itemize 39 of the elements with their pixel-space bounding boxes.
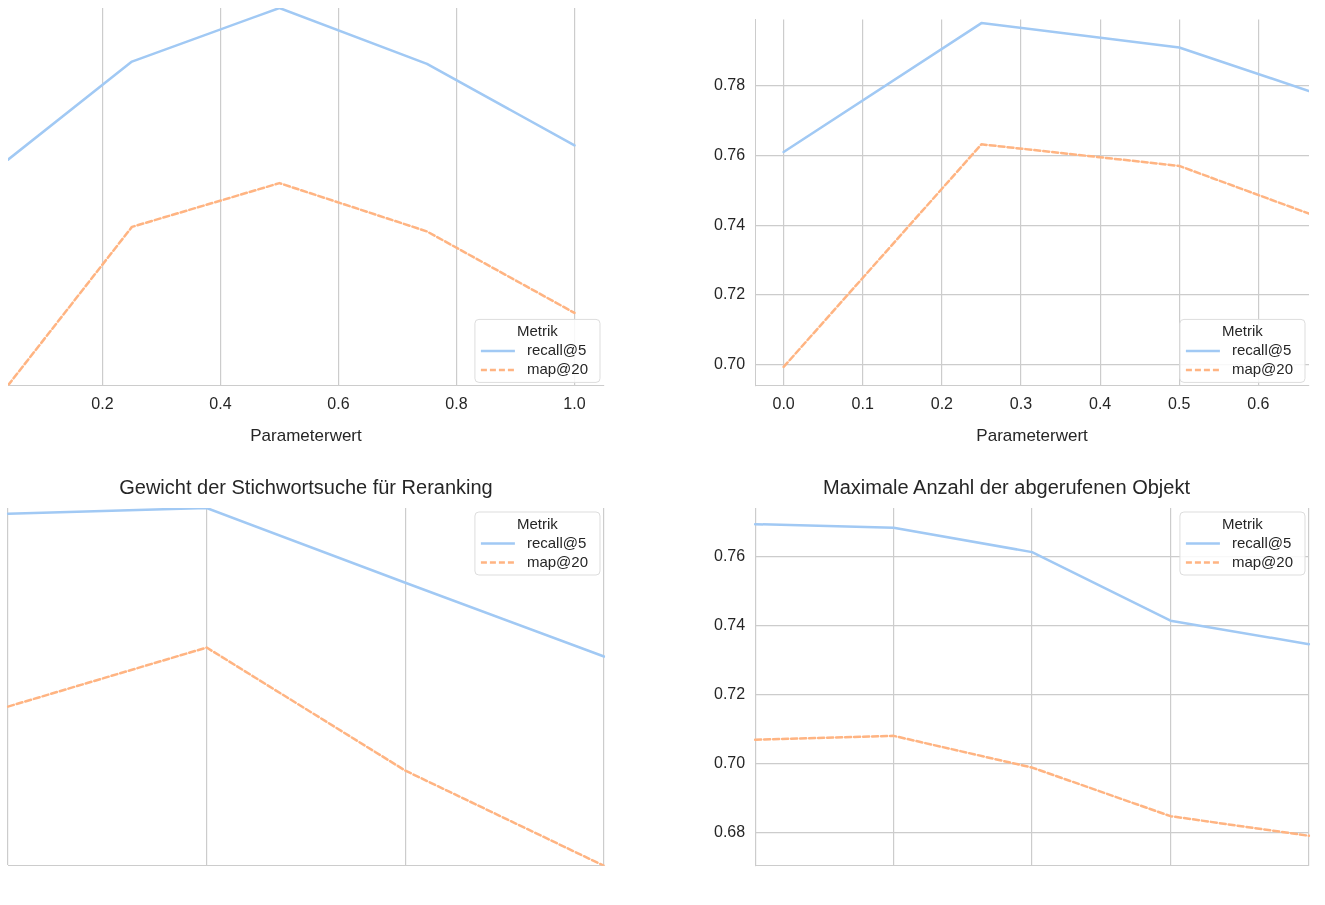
y-tick-label: 0.78	[714, 76, 746, 94]
x-tick-label: 0.0	[772, 395, 795, 413]
y-tick-label: 0.70	[714, 354, 746, 372]
legend-label: map@20	[1231, 552, 1293, 570]
y-tick-label: 0.68	[714, 822, 746, 840]
x-tick-label: 0.5	[1168, 395, 1191, 413]
legend-label: map@20	[526, 552, 588, 570]
x-tick-label: 0.4	[209, 395, 232, 413]
x-tick-label: 0.6	[327, 395, 350, 413]
legend-label: map@20	[526, 360, 588, 378]
legend-title: Metrik	[517, 322, 559, 340]
legend-title: Metrik	[1222, 514, 1264, 532]
x-tick-label: 0.2	[91, 395, 114, 413]
x-tick-label: 0.4	[1088, 395, 1112, 413]
x-axis-title: Parameterwert	[976, 426, 1089, 446]
y-tick-label: 0.74	[714, 215, 746, 233]
x-tick-label: 0.3	[1009, 395, 1033, 413]
x-axis-title: Parameterwert	[250, 426, 363, 446]
legend-label: recall@5	[1231, 533, 1292, 551]
y-tick-label: 0.76	[714, 547, 746, 565]
legend-title: Metrik	[1222, 322, 1264, 340]
line-series	[753, 734, 1311, 838]
x-tick-label: 1.0	[563, 395, 586, 413]
x-tick-label: 0.1	[851, 395, 874, 413]
x-tick-label: 0.2	[930, 395, 954, 413]
y-tick-label: 0.70	[714, 753, 746, 771]
chart-title: Gewicht der Stichwortsuche für Reranking	[119, 475, 493, 498]
y-tick-label: 0.72	[714, 684, 746, 702]
legend-label: recall@5	[526, 533, 587, 551]
legend-label: recall@5	[1231, 341, 1292, 359]
x-tick-label: 0.8	[445, 395, 468, 413]
y-tick-label: 0.76	[714, 145, 746, 163]
x-tick-label: 0.6	[1247, 395, 1270, 413]
legend-title: Metrik	[517, 514, 559, 532]
legend-label: map@20	[1231, 360, 1293, 378]
y-tick-label: 0.72	[714, 285, 746, 303]
legend-label: recall@5	[526, 341, 587, 359]
y-tick-label: 0.74	[714, 615, 746, 633]
chart-title: Maximale Anzahl der abgerufenen Objekt	[823, 475, 1191, 498]
